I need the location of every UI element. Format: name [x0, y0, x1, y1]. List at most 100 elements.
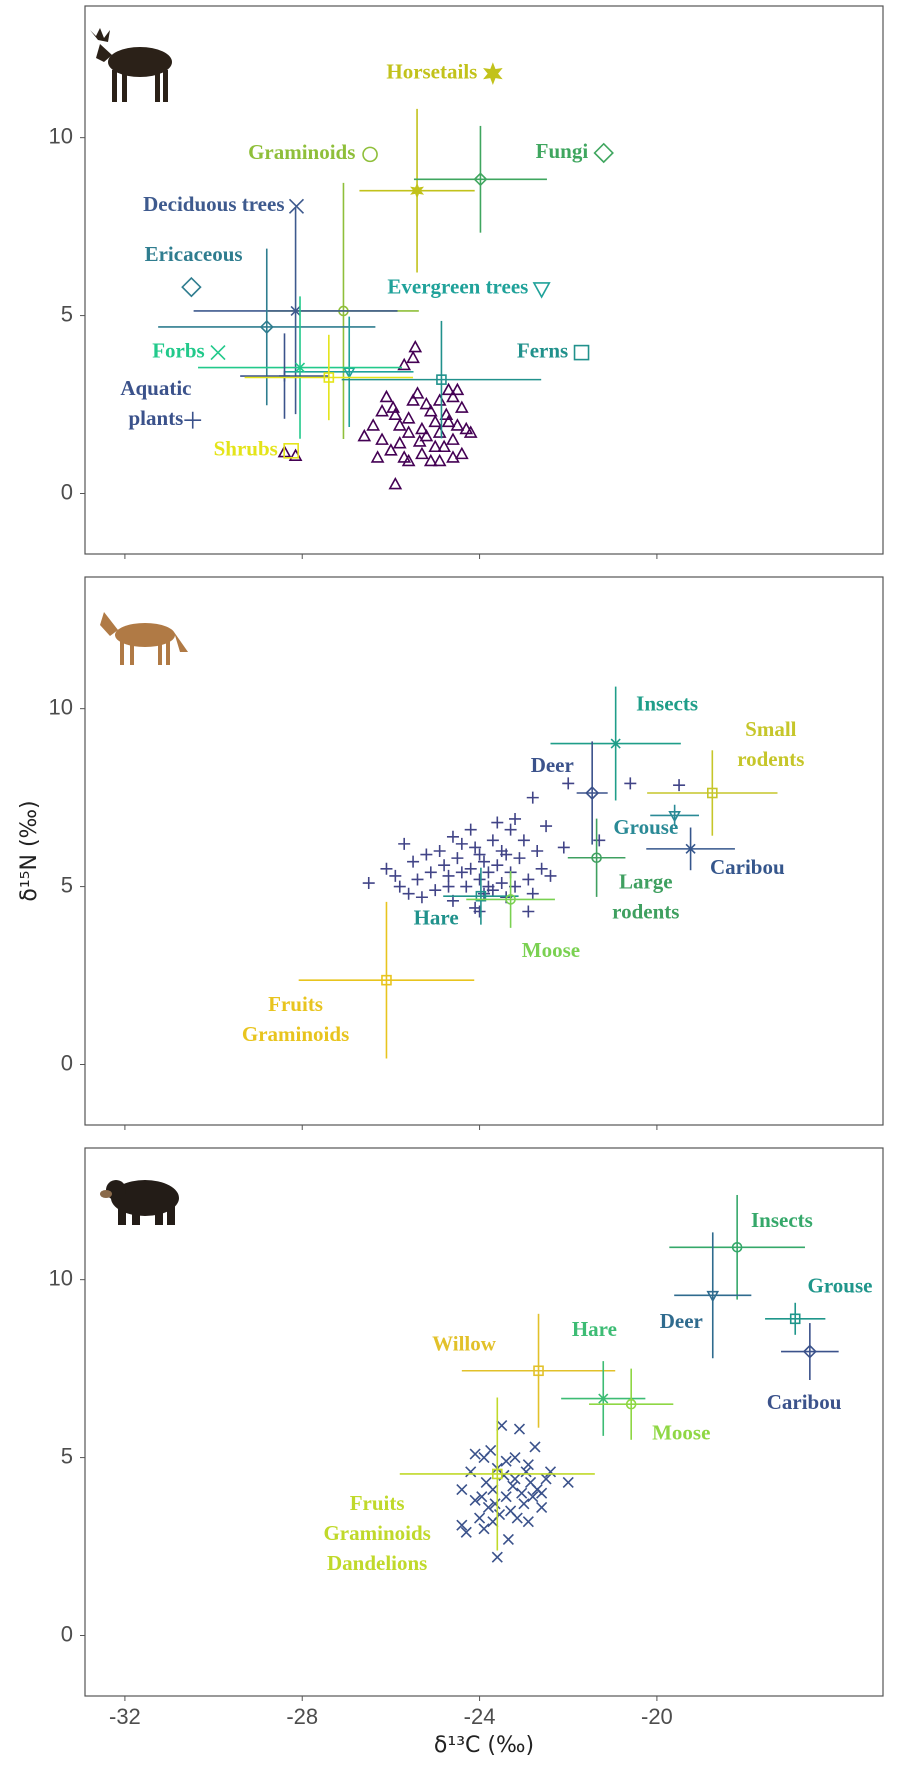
consumer-point: [545, 870, 557, 882]
consumer-point: [390, 409, 401, 419]
label-symbol: [595, 144, 613, 162]
consumer-point: [381, 391, 392, 401]
consumer-point: [563, 1477, 573, 1487]
consumer-point: [527, 792, 539, 804]
consumer-point: [488, 1517, 498, 1527]
source-label: Insects: [636, 691, 698, 715]
consumer-point: [475, 1513, 485, 1523]
consumer-point: [425, 866, 437, 878]
y-tick-label: 10: [49, 1265, 73, 1290]
consumer-point: [429, 884, 441, 896]
consumer-point: [359, 431, 370, 441]
consumer-point: [518, 834, 530, 846]
source-label: Shrubs: [214, 437, 278, 461]
consumer-point: [496, 877, 508, 889]
y-tick-label: 10: [49, 694, 73, 719]
consumer-point: [474, 873, 486, 885]
source-label: Hare: [572, 1317, 617, 1341]
consumer-point: [491, 859, 503, 871]
consumer-point: [521, 1467, 531, 1477]
source-label: rodents: [737, 747, 804, 771]
consumer-point: [447, 434, 458, 444]
consumer-point: [430, 416, 441, 426]
consumer-point: [491, 817, 503, 829]
consumer-point: [487, 834, 499, 846]
source-label: Hare: [414, 905, 459, 929]
consumer-point: [456, 838, 468, 850]
x-axis-title: δ¹³C (‰): [434, 1733, 534, 1758]
consumer-point: [434, 845, 446, 857]
consumer-point: [537, 1488, 547, 1498]
consumer-point: [438, 859, 450, 871]
source-label: Willow: [432, 1332, 497, 1356]
y-tick-label: 5: [61, 301, 73, 326]
consumer-point: [398, 838, 410, 850]
consumer-point: [452, 384, 463, 394]
consumer-point: [290, 450, 301, 460]
consumer-point: [497, 1421, 507, 1431]
consumer-point: [372, 452, 383, 462]
consumer-point: [482, 866, 494, 878]
consumer-point: [523, 1460, 533, 1470]
y-tick-label: 5: [61, 1443, 73, 1468]
x-tick-label: -28: [286, 1704, 318, 1729]
label-symbol: [182, 278, 200, 296]
consumer-point: [410, 342, 421, 352]
consumer-point: [443, 416, 454, 426]
consumer-point: [403, 888, 415, 900]
source-label: Grouse: [613, 815, 678, 839]
consumer-point: [447, 831, 459, 843]
consumer-point: [486, 1445, 496, 1455]
label-symbol: [184, 412, 201, 429]
source-label: Ericaceous: [145, 242, 243, 266]
source-label: Horsetails: [386, 59, 477, 83]
consumer-point: [514, 1424, 524, 1434]
consumer-point: [460, 881, 472, 893]
source-label: Graminoids: [323, 1521, 430, 1545]
consumer-point: [466, 1467, 476, 1477]
consumer-point: [505, 824, 517, 836]
source-label: Fruits: [268, 992, 323, 1016]
label-symbol: [289, 199, 303, 213]
source-label: Fruits: [350, 1491, 405, 1515]
consumer-point: [558, 841, 570, 853]
source-label: Forbs: [152, 338, 205, 362]
y-axis-title: δ¹⁵N (‰): [17, 800, 42, 901]
consumer-point: [443, 870, 455, 882]
moose-icon: [90, 28, 172, 102]
source-label: Deer: [660, 1309, 703, 1333]
consumer-point: [509, 813, 521, 825]
consumer-point: [443, 881, 455, 893]
label-symbol: [575, 346, 589, 360]
consumer-point: [503, 1534, 513, 1544]
consumer-point: [527, 888, 539, 900]
label-symbol: [363, 147, 377, 161]
consumer-point: [434, 427, 445, 437]
consumer-point: [416, 891, 428, 903]
source-label: Moose: [522, 938, 580, 962]
consumer-point: [531, 845, 543, 857]
y-tick-label: 0: [61, 479, 73, 504]
consumer-point: [416, 448, 427, 458]
consumer-point: [519, 1499, 529, 1509]
consumer-point: [394, 881, 406, 893]
consumer-point: [562, 777, 574, 789]
consumer-point: [522, 873, 534, 885]
source-label: Grouse: [808, 1273, 873, 1297]
consumer-point: [380, 863, 392, 875]
consumer-point: [624, 777, 636, 789]
panel-frame: [85, 577, 883, 1125]
consumer-point: [479, 1524, 489, 1534]
source-label: rodents: [612, 900, 679, 924]
consumer-point: [501, 1456, 511, 1466]
consumer-point: [421, 399, 432, 409]
consumer-point: [363, 877, 375, 889]
consumer-point: [441, 409, 452, 419]
consumer-point: [530, 1442, 540, 1452]
consumer-point: [421, 431, 432, 441]
y-tick-label: 0: [61, 1621, 73, 1646]
consumer-point: [403, 413, 414, 423]
consumer-point: [456, 402, 467, 412]
source-label: Caribou: [767, 1390, 842, 1414]
consumer-point: [540, 820, 552, 832]
